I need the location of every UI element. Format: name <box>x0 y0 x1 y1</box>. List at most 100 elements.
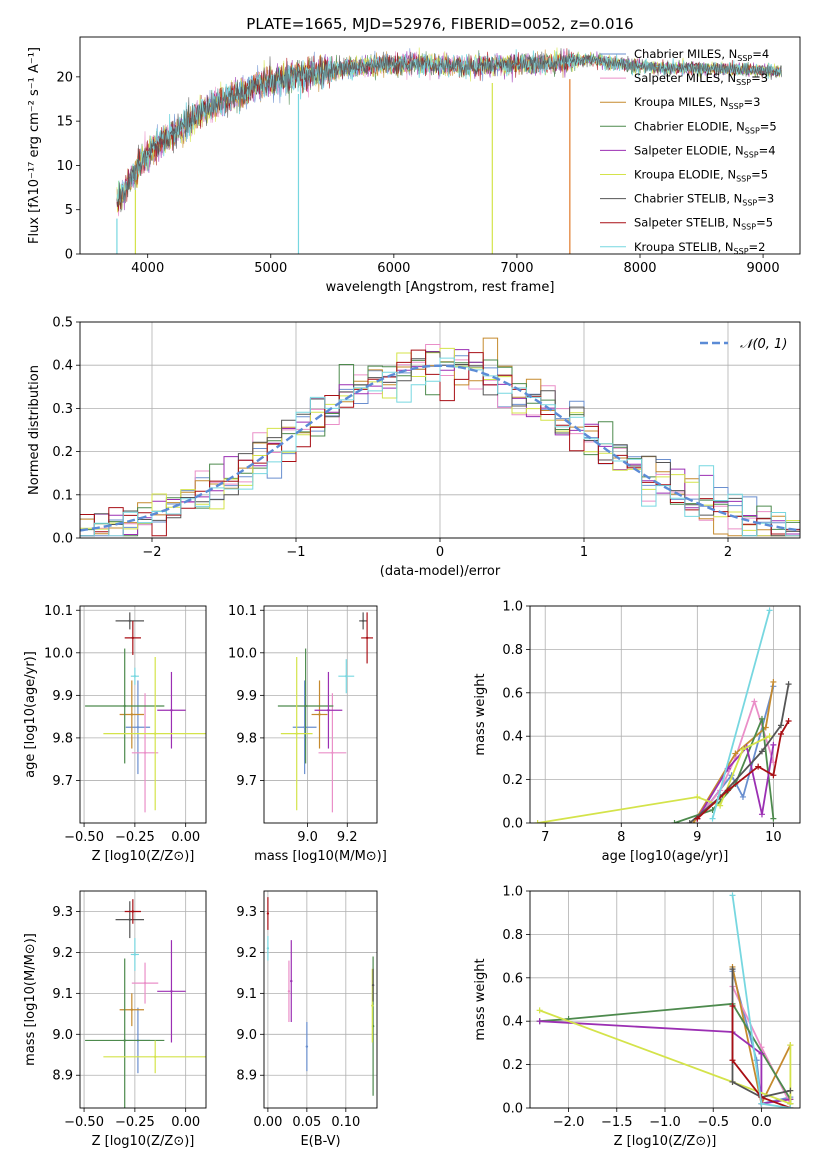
legend-entry: Kroupa MILES, NSSP=3 <box>634 95 760 111</box>
axes-frame <box>79 890 207 1109</box>
x-tick-label: −0.25 <box>115 1115 155 1130</box>
y-tick-label: 9.7 <box>52 774 73 789</box>
series-marker <box>777 731 784 738</box>
x-tick-label: −0.25 <box>115 830 155 845</box>
y-tick-label: 10.1 <box>44 604 73 619</box>
series-marker <box>758 1050 765 1057</box>
legend-entry: Salpeter STELIB, NSSP=5 <box>634 216 773 232</box>
series-marker <box>729 892 736 899</box>
x-tick-label: 5000 <box>254 261 287 276</box>
y-tick-label: 0.4 <box>502 730 523 745</box>
x-axis-label: Z [log10(Z/Z⊙)] <box>614 1134 717 1149</box>
data-point <box>266 947 270 950</box>
legend-entry: Salpeter MILES, NSSP=3 <box>634 71 768 87</box>
axes-frame <box>79 321 801 539</box>
plot-area <box>116 47 782 254</box>
y-tick-label: 1.0 <box>502 885 523 900</box>
data-point <box>331 751 334 754</box>
data-point <box>371 983 375 987</box>
x-tick-label: −2.0 <box>553 1115 585 1130</box>
x-tick-label: 0.00 <box>171 830 200 845</box>
axes-frame <box>79 36 801 255</box>
y-tick-label: 0.3 <box>52 402 73 417</box>
x-tick-label: 7 <box>541 830 549 845</box>
series-marker <box>787 1087 794 1094</box>
legend: 𝒩(0, 1) <box>700 337 787 352</box>
panel-age_vs_mass: 9.0 9.2 9.7 9.8 9.9 10.0 10.1 mass [log10(M/M⊙)… <box>228 604 387 864</box>
x-axis-label: E(B-V) <box>300 1134 340 1149</box>
data-point <box>305 1045 309 1048</box>
x-tick-label: 4000 <box>131 261 164 276</box>
legend-entry: Chabrier MILES, NSSP=4 <box>634 47 769 63</box>
x-tick-label: 7000 <box>500 261 533 276</box>
y-tick-label: 15 <box>56 115 73 130</box>
series-marker <box>709 815 716 822</box>
data-point <box>133 675 137 678</box>
x-axis-label: Z [log10(Z/Z⊙)] <box>92 849 195 864</box>
x-tick-label: −1.5 <box>601 1115 633 1130</box>
legend-entry: Kroupa ELODIE, NSSP=5 <box>634 168 768 184</box>
series-marker <box>751 698 758 705</box>
y-tick-label: 9.1 <box>52 987 73 1002</box>
x-axis-label: wavelength [Angstrom, rest frame] <box>326 280 555 295</box>
data-point <box>345 675 348 678</box>
x-axis-label: (data-model)/error <box>380 564 501 579</box>
series-marker <box>729 1057 736 1064</box>
spectrum-line-8 <box>116 49 782 203</box>
data-point <box>133 953 137 956</box>
spectrum-line-6 <box>116 48 782 213</box>
data-point <box>290 979 293 983</box>
panel-spectrum: 4000 5000 6000 7000 8000 9000 0 5 10 15 20 Chabrier… <box>27 36 801 295</box>
plot-area <box>85 612 206 813</box>
y-tick-label: 20 <box>56 70 73 85</box>
x-tick-label: 1 <box>580 545 588 560</box>
y-tick-label: 10.0 <box>228 646 257 661</box>
y-tick-label: 0.8 <box>502 643 523 658</box>
axes-frame <box>529 890 801 1109</box>
series-marker <box>770 741 777 748</box>
y-axis-label: mass weight <box>473 673 488 755</box>
y-tick-label: 9.3 <box>52 905 73 920</box>
series-marker <box>534 820 541 823</box>
y-tick-label: 0.6 <box>502 686 523 701</box>
series-marker <box>758 1100 765 1107</box>
x-tick-label: 10 <box>765 830 782 845</box>
series-marker <box>755 763 762 770</box>
y-tick-label: 0.2 <box>502 773 523 788</box>
panel-age_vs_Z: −0.50 −0.25 0.00 9.7 9.8 9.9 10.0 10.1 Z [log10(… <box>23 604 207 864</box>
legend-entry: Chabrier STELIB, NSSP=3 <box>634 192 774 208</box>
series-marker <box>729 966 736 973</box>
y-tick-label: 9.8 <box>236 731 257 746</box>
axes-frame <box>79 605 207 824</box>
y-tick-label: 10.0 <box>44 646 73 661</box>
data-point <box>170 990 173 993</box>
series-marker <box>787 1042 794 1049</box>
y-tick-label: 0.6 <box>502 971 523 986</box>
x-axis-label: age [log10(age/yr)] <box>602 849 729 864</box>
data-point <box>153 732 157 735</box>
panel-mass_vs_Z: −0.50 −0.25 0.00 8.9 9.0 9.1 9.2 9.3 Z [log10(Z/… <box>23 890 207 1149</box>
series-marker <box>739 746 746 753</box>
legend: Chabrier MILES, NSSP=4 Salpeter MILES, NS… <box>600 47 777 256</box>
legend-entry: Salpeter ELODIE, NSSP=4 <box>634 143 776 159</box>
plot-area <box>80 337 800 538</box>
axes-frame <box>263 890 378 1109</box>
x-axis-label: mass [log10(M/M⊙)] <box>254 849 387 864</box>
x-tick-label: −1 <box>286 545 305 560</box>
axes-frame <box>263 605 378 824</box>
plot-area <box>536 892 794 1108</box>
series-marker <box>785 718 792 725</box>
y-tick-label: 0.0 <box>502 817 523 832</box>
y-tick-label: 9.1 <box>236 987 257 1002</box>
data-point <box>136 726 140 729</box>
y-tick-label: 9.0 <box>236 1028 257 1043</box>
data-point <box>266 912 270 915</box>
panel-residuals: −2 −1 0 1 2 0.0 0.1 0.2 0.3 0.4 0.5 𝒩(0, 1) (data-mo… <box>27 316 801 579</box>
series-line-7 <box>731 1006 791 1108</box>
series-marker <box>766 733 773 740</box>
series-marker <box>785 681 792 688</box>
data-point <box>131 910 135 913</box>
x-tick-label: 9000 <box>747 261 780 276</box>
y-tick-label: 9.8 <box>52 731 73 746</box>
